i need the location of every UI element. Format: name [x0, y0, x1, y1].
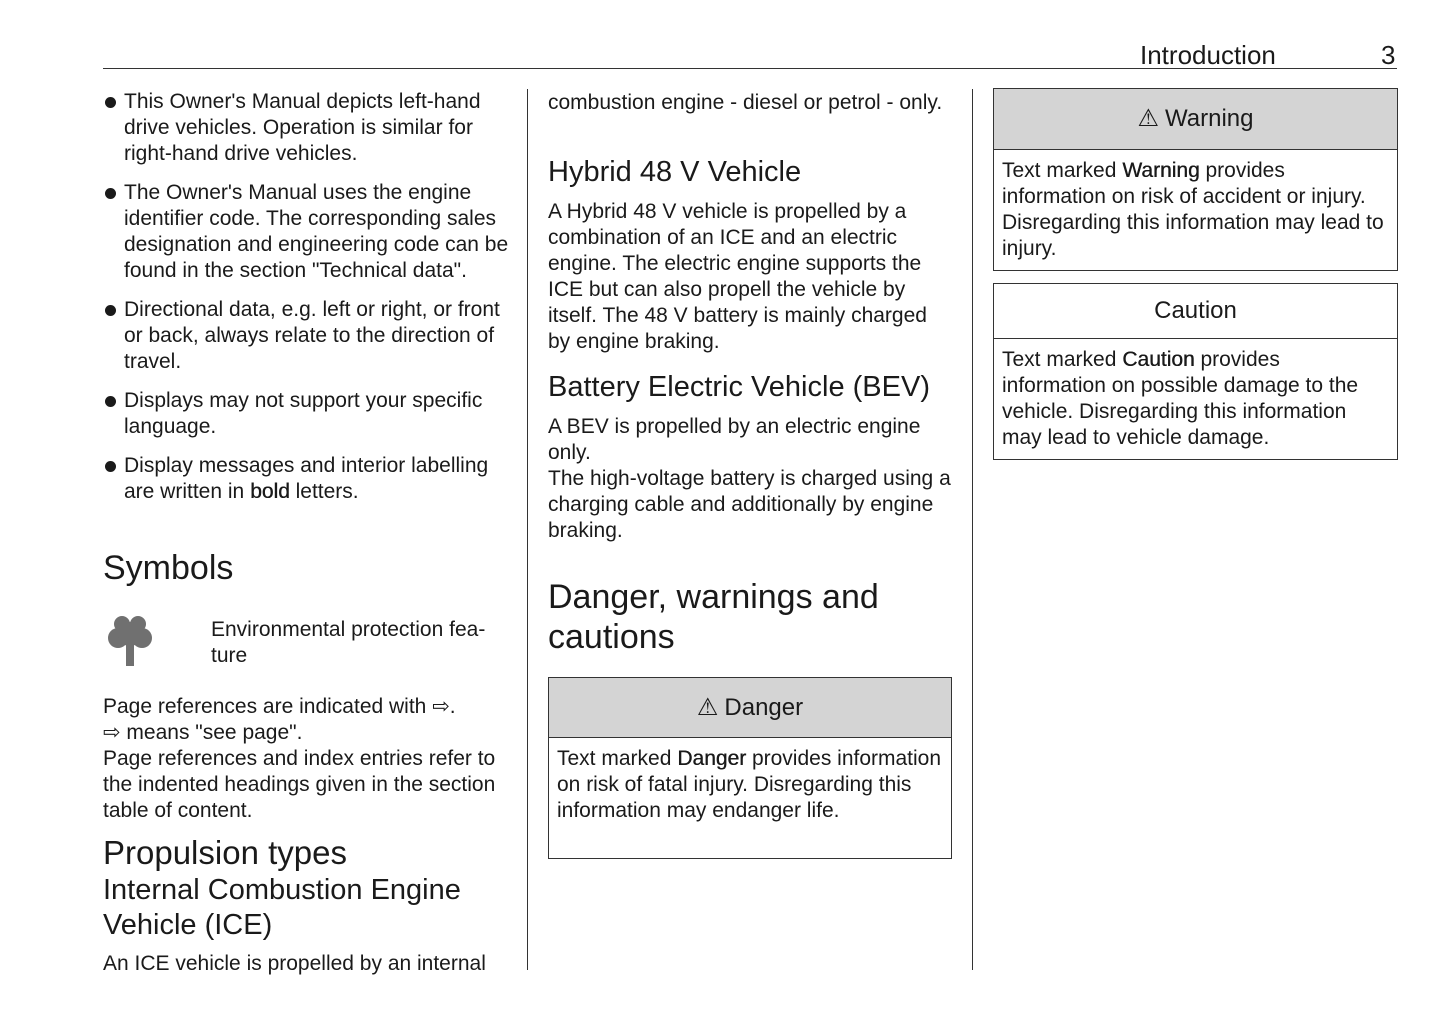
intro-bullet-list: This Owner's Manual depicts left-hand dr… — [103, 89, 513, 518]
page-reference-text: Page references are indicated with ⇨. ⇨ … — [103, 694, 508, 824]
bold-text: bold — [250, 480, 290, 503]
caution-box-body: Text marked Caution provides information… — [994, 339, 1397, 459]
column-divider — [972, 89, 973, 970]
list-item: The Owner's Manual uses the engine ident… — [103, 180, 513, 284]
text: Text marked — [557, 747, 678, 770]
danger-warnings-heading: Danger, warnings and cautions — [548, 578, 879, 656]
danger-box-header: ⚠ Danger — [549, 678, 951, 738]
bold-text: Caution — [1122, 348, 1195, 371]
bev-text: A BEV is propelled by an electric engine… — [548, 414, 953, 544]
list-item: Directional data, e.g. left or right, or… — [103, 297, 513, 375]
bev-heading: Battery Electric Vehicle (BEV) — [548, 371, 930, 403]
text: Display messages and interior labelling … — [124, 454, 489, 503]
ice-text: An ICE vehicle is propelled by an intern… — [103, 952, 486, 975]
ice-text-continued: combustion engine - diesel or petrol - o… — [548, 91, 943, 114]
hybrid-heading: Hybrid 48 V Vehicle — [548, 156, 802, 188]
text: provides information on possible damage … — [1002, 348, 1359, 449]
paragraph: Page references and index entries refer … — [103, 747, 496, 822]
list-item: This Owner's Manual depicts left-hand dr… — [103, 89, 513, 167]
symbol-description: Environmental protection fea- ture — [211, 618, 486, 667]
warning-box: ⚠ Warning Text marked Warning provides in… — [993, 88, 1398, 271]
ice-heading: Internal Combustion Engine Vehicle (ICE) — [103, 874, 461, 941]
warning-box-body: Text marked Warning provides information… — [994, 150, 1397, 270]
paragraph: The high-voltage battery is charged usin… — [548, 467, 951, 542]
paragraph: A BEV is propelled by an electric engine… — [548, 415, 921, 464]
paragraph: ⇨ means "see page". — [103, 721, 303, 744]
warning-triangle-icon: ⚠ — [696, 693, 719, 721]
warning-box-header: ⚠ Warning — [994, 89, 1397, 150]
list-item: Displays may not support your specific l… — [103, 388, 513, 440]
box-title: Danger — [724, 693, 804, 721]
box-title: Caution — [1154, 297, 1237, 324]
hybrid-text: A Hybrid 48 V vehicle is propelled by a … — [548, 200, 927, 353]
text: Text marked — [1002, 159, 1123, 182]
danger-box: ⚠ Danger Text marked Danger provides info… — [548, 677, 952, 859]
propulsion-heading: Propulsion types — [103, 834, 347, 871]
symbols-heading: Symbols — [103, 549, 234, 587]
text: provides information on risk of fatal in… — [557, 747, 942, 822]
list-item: Display messages and interior labelling … — [103, 453, 513, 505]
bold-text: Warning — [1122, 159, 1200, 182]
text: letters. — [289, 480, 359, 503]
column-divider — [527, 89, 528, 970]
danger-box-body: Text marked Danger provides information … — [549, 738, 951, 832]
header-rule — [103, 68, 1397, 69]
page-number: 3 — [1381, 40, 1396, 70]
text: Text marked — [1002, 348, 1123, 371]
text: provides information on risk of accident… — [1002, 159, 1384, 260]
tree-icon — [108, 616, 152, 666]
section-title: Introduction — [1140, 40, 1276, 70]
paragraph: Page references are indicated with ⇨. — [103, 695, 456, 718]
caution-box-header: Caution — [994, 284, 1397, 339]
warning-triangle-icon: ⚠ — [1137, 105, 1160, 132]
box-title: Warning — [1165, 105, 1254, 132]
bold-text: Danger — [677, 747, 747, 770]
caution-box: Caution Text marked Caution provides inf… — [993, 283, 1398, 460]
